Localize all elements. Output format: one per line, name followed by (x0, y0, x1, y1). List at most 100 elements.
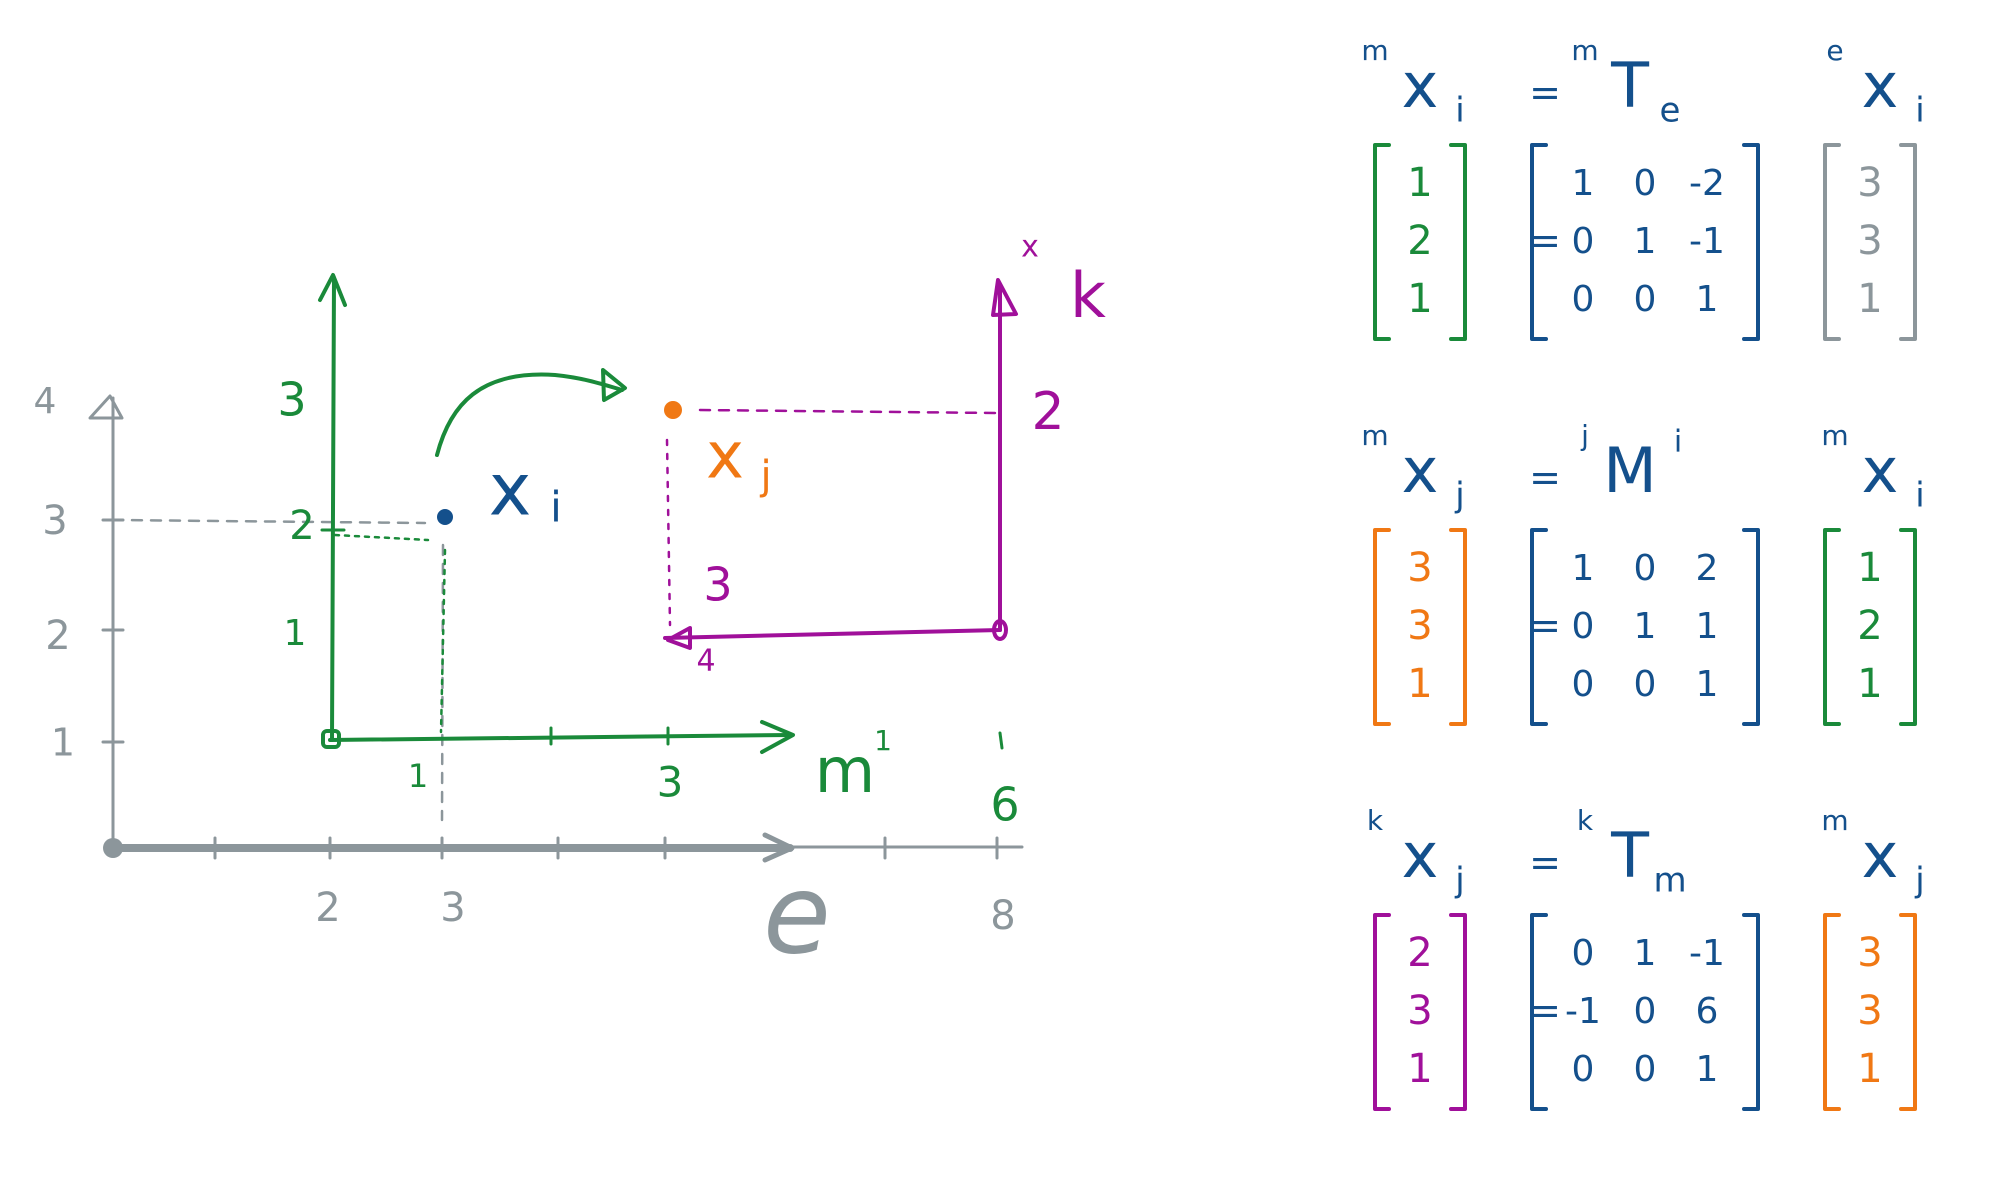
k-axis-label-sup: x (1021, 230, 1039, 265)
equation-1-matrix-entry: 1 (1572, 163, 1595, 204)
equation-2-matrix-entry: 0 (1572, 606, 1595, 647)
equation-3-equals: = (1529, 989, 1561, 1033)
equation-2-result-entry: 3 (1407, 545, 1432, 591)
equation-1-lhs-pre: m (1361, 34, 1388, 67)
equation-1-matrix-entry: 0 (1572, 279, 1595, 320)
e-y-axis-arrowhead (88, 394, 124, 420)
equation-1-result-entry: 1 (1407, 276, 1432, 322)
m-y-tick-label: 1 (284, 613, 307, 654)
equation-3-op-pre: k (1577, 804, 1594, 837)
equation-1-rhs-symbol: x (1862, 49, 1899, 122)
e-x-axis-arrowhead (762, 832, 795, 863)
point-xj-sub: j (759, 453, 771, 499)
equation-2-equals-top: = (1529, 456, 1561, 500)
e-x-tick-label: 3 (440, 885, 465, 931)
point-xj: x j (664, 401, 772, 499)
equation-1-matrix-left-bracket (1530, 143, 1548, 341)
equation-3-op-sub: m (1653, 861, 1686, 901)
m-origin (321, 729, 341, 749)
m-x-axis-arrowhead (760, 720, 795, 754)
k-guide-vertical (665, 438, 672, 627)
equation-2-matrix-entry: 1 (1696, 606, 1719, 647)
equation-1-matrix-entry: 0 (1634, 163, 1657, 204)
equation-3-matrix-entry: 0 (1572, 933, 1595, 974)
m-y-axis (330, 276, 336, 742)
transform-arrow (435, 372, 624, 457)
equation-1-matrix-entry: -2 (1689, 163, 1725, 204)
equation-2-result-left-bracket (1373, 528, 1391, 726)
equation-2-matrix-entry: 0 (1634, 664, 1657, 705)
equation-2-vector-right-bracket (1899, 528, 1917, 726)
e-y-tick-label: 4 (34, 381, 57, 422)
equation-2-rhs-sub: i (1915, 476, 1924, 516)
m-axis-label-sup: 1 (874, 724, 892, 757)
equation-1-result-entry: 1 (1407, 160, 1432, 206)
e-axis-label: e (763, 850, 831, 978)
equation-2-matrix-left-bracket (1530, 528, 1548, 726)
equation-3-result-entry: 1 (1407, 1046, 1432, 1092)
m-x-axis (328, 733, 792, 742)
equation-2-matrix-right-bracket (1742, 528, 1760, 726)
equation-3-vector-entry: 1 (1857, 1046, 1882, 1092)
equation-1-result-entry: 2 (1407, 218, 1432, 264)
point-xj-label: x (706, 420, 744, 494)
equation-1-matrix-entry: 1 (1696, 279, 1719, 320)
equation-3-matrix-entry: -1 (1689, 933, 1725, 974)
point-xi-label: x (489, 448, 532, 532)
k-axis-label: k (1070, 259, 1106, 332)
equation-2-lhs-symbol: x (1402, 434, 1439, 507)
equation-1-matrix-entry: 1 (1634, 221, 1657, 262)
equation-3-matrix-entry: 0 (1634, 1049, 1657, 1090)
equation-2-lhs-sub: j (1454, 476, 1464, 516)
m-guide-horizontal (333, 533, 430, 542)
k-x-tick-label: 4 (696, 644, 715, 679)
equation-3-result-entry: 2 (1407, 930, 1432, 976)
m-y-tick-label: 3 (277, 373, 306, 427)
equation-1-matrix-entry: 0 (1634, 279, 1657, 320)
equation-1-lhs-sub: i (1455, 91, 1464, 131)
e-y-tick-label: 2 (45, 613, 70, 659)
equation-2-vector-entry: 2 (1857, 603, 1882, 649)
m-x-tick-label: 1 (408, 757, 428, 795)
equation-2-matrix-entry: 1 (1696, 664, 1719, 705)
equation-3-matrix-right-bracket (1742, 913, 1760, 1111)
e-y-tick-label: 3 (42, 498, 67, 544)
e-x-tick-label: 2 (315, 885, 340, 931)
equation-3-result-right-bracket (1449, 913, 1467, 1111)
k-y-tick-label: 3 (703, 558, 732, 612)
equation-2-rhs-symbol: x (1862, 434, 1899, 507)
m-x-tick-label: 3 (657, 758, 684, 807)
equation-3-matrix-entry: 1 (1696, 1049, 1719, 1090)
equation-3-matrix-entry: -1 (1565, 991, 1601, 1032)
equation-1-result-left-bracket (1373, 143, 1391, 341)
equation-3-matrix-entry: 0 (1572, 1049, 1595, 1090)
equation-3-equals-top: = (1529, 841, 1561, 885)
equation-1-result-right-bracket (1449, 143, 1467, 341)
equation-2-result-right-bracket (1449, 528, 1467, 726)
equation-3-rhs-sub: j (1914, 861, 1924, 901)
m-x-tick-label: 6 (990, 778, 1019, 832)
m-y-tick-label: 2 (289, 503, 314, 549)
k-y-tick-label: 2 (1031, 382, 1064, 442)
equation-3-vector-entry: 3 (1857, 930, 1882, 976)
equation-1-vector-entry: 3 (1857, 160, 1882, 206)
m-guide-vertical (439, 548, 447, 734)
equation-2-matrix-entry: 1 (1572, 548, 1595, 589)
equation-2-vector-left-bracket (1823, 528, 1841, 726)
k-frame: 4 3 2 k x (663, 230, 1106, 679)
equation-3-op-symbol: T (1610, 819, 1650, 892)
equation-3-lhs-sub: j (1454, 861, 1464, 901)
equation-1-lhs-symbol: x (1402, 49, 1439, 122)
equation-3-matrix-entry: 6 (1696, 991, 1719, 1032)
equation-3-matrix-entry: 1 (1634, 933, 1657, 974)
point-xi-sub: i (550, 483, 562, 532)
equation-2-result-entry: 1 (1407, 661, 1432, 707)
equation-2-vector-entry: 1 (1857, 661, 1882, 707)
equation-2-matrix-entry: 2 (1696, 548, 1719, 589)
equation-3-lhs-symbol: x (1402, 819, 1439, 892)
equation-2-matrix-entry: 0 (1572, 664, 1595, 705)
m-y-axis-arrowhead (318, 273, 347, 307)
equation-1-rhs-sub: i (1915, 91, 1924, 131)
equation-1-matrix-entry: -1 (1689, 221, 1725, 262)
